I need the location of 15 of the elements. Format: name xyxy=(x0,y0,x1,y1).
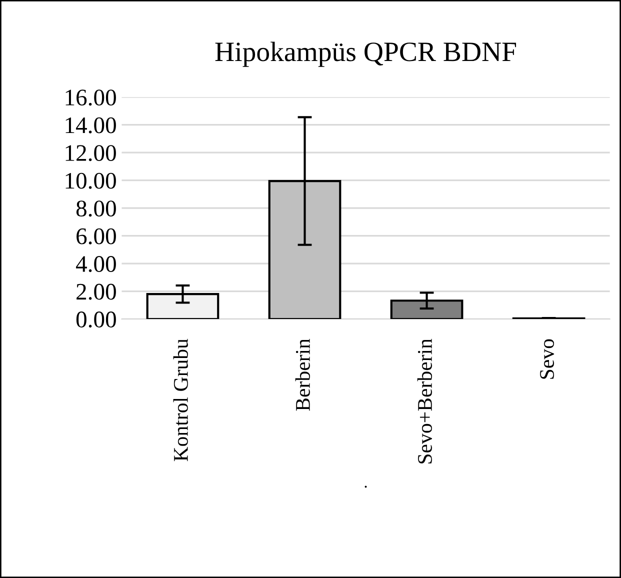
x-tick-label: Sevo xyxy=(540,339,554,379)
y-tick-label: 14.00 xyxy=(66,117,116,134)
chart-title: Hipokampüs QPCR BDNF xyxy=(215,42,516,67)
y-tick-label: 16.00 xyxy=(66,90,116,106)
x-tick-label: Sevo+Berberin xyxy=(417,338,432,464)
y-tick-label: 4.00 xyxy=(76,256,116,272)
x-tick-label: Kontrol Grubu xyxy=(173,338,188,462)
y-tick-label: 10.00 xyxy=(66,172,116,189)
y-tick-label: 0.00 xyxy=(76,312,116,328)
x-axis-title: . xyxy=(364,486,367,488)
x-tick-label: Berberin xyxy=(295,338,310,411)
y-tick-label: 2.00 xyxy=(76,284,116,300)
y-tick-label: 6.00 xyxy=(76,228,116,244)
y-tick-label: 8.00 xyxy=(76,200,116,217)
y-tick-label: 12.00 xyxy=(66,145,116,162)
